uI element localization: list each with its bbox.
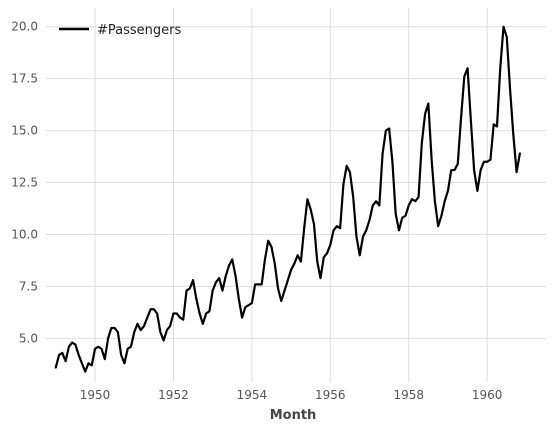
x-axis-title: Month [270, 408, 317, 423]
x-tick-label: 1956 [315, 388, 346, 402]
legend: #Passengers [59, 23, 181, 38]
x-tick-label: 1954 [237, 388, 268, 402]
y-tick-label: 15.0 [11, 124, 38, 138]
y-tick-label: 7.5 [19, 279, 38, 293]
x-tick-label: 1960 [472, 388, 503, 402]
y-tick-label: 20.0 [11, 20, 38, 34]
y-tick-label: 12.5 [11, 176, 38, 190]
y-tick-label: 10.0 [11, 227, 38, 241]
series-line-passengers [54, 25, 521, 373]
grid-lines [46, 8, 546, 382]
x-tick-label: 1950 [80, 388, 111, 402]
y-tick-label: 5.0 [19, 331, 38, 345]
series-layer [54, 25, 521, 373]
x-tick-label: 1958 [393, 388, 424, 402]
legend-label: #Passengers [97, 23, 181, 38]
y-tick-label: 17.5 [11, 72, 38, 86]
x-tick-label: 1952 [158, 388, 189, 402]
tick-labels: 1950 1952 1954 1956 1958 1960 5.0 7.5 10.0 12.5 15… [11, 20, 502, 402]
